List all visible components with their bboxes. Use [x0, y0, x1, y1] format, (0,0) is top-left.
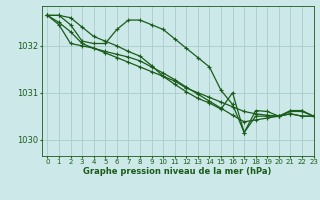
X-axis label: Graphe pression niveau de la mer (hPa): Graphe pression niveau de la mer (hPa) [84, 167, 272, 176]
